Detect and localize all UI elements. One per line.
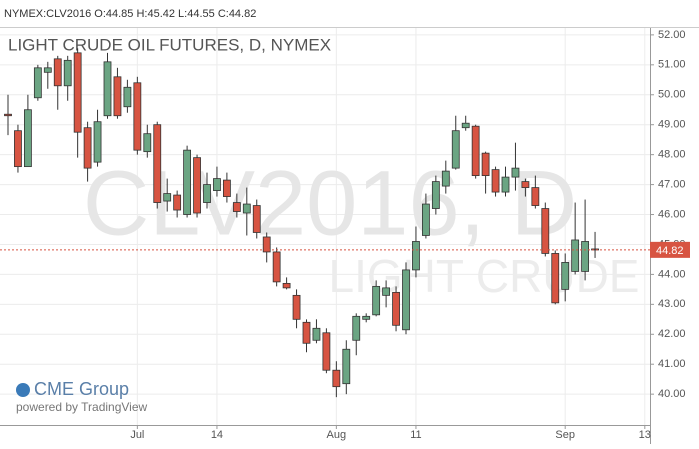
y-tick-label: 43.00 — [658, 298, 686, 310]
candle-body — [521, 181, 530, 188]
candle-body — [312, 327, 321, 341]
y-tick-label: 41.00 — [658, 358, 686, 370]
candle-body — [501, 176, 510, 193]
last-price-box — [650, 241, 690, 258]
candle-body — [33, 67, 42, 99]
y-tick-label: 51.00 — [658, 59, 686, 71]
candle-body — [551, 253, 560, 304]
candle-body — [421, 203, 430, 236]
candle-body — [372, 285, 381, 316]
candle-body — [133, 82, 142, 151]
candle-body — [382, 287, 391, 296]
candle-body — [491, 169, 500, 193]
candle-body — [471, 125, 480, 177]
y-tick-label: 46.00 — [658, 208, 686, 220]
candle-body — [581, 241, 589, 272]
candle-body — [63, 59, 72, 87]
candle-body — [93, 121, 102, 163]
candle-body — [292, 294, 301, 320]
candle-body — [242, 203, 251, 214]
candle-body — [322, 332, 331, 371]
candle-body — [103, 61, 112, 117]
candle-body — [561, 262, 570, 290]
candle-body — [262, 236, 271, 253]
candle-body — [342, 348, 351, 385]
candle-body — [481, 152, 490, 177]
candle-body — [153, 124, 162, 203]
candle-body — [362, 315, 371, 320]
candle-body — [392, 291, 400, 326]
candle-body — [252, 205, 261, 233]
credit: powered by TradingView — [16, 400, 148, 414]
y-tick-label: 42.00 — [658, 328, 686, 340]
candle-body — [402, 269, 410, 331]
chart-title: LIGHT CRUDE OIL FUTURES, D, NYMEX — [8, 35, 331, 54]
logo-icon — [16, 383, 30, 397]
candle-body — [232, 202, 241, 212]
candle-body — [123, 86, 132, 108]
y-tick-label: 52.00 — [658, 29, 686, 41]
x-tick-label: Aug — [327, 429, 347, 441]
x-tick-label: 13 — [639, 429, 651, 441]
candle-body — [14, 130, 22, 168]
candle-body — [222, 179, 231, 197]
x-tick-label: 14 — [211, 429, 223, 441]
candle-body — [302, 321, 311, 344]
candle-body — [4, 113, 12, 117]
logo: CME Group powered by TradingView — [16, 379, 148, 414]
x-tick-label: Sep — [555, 429, 575, 441]
x-tick-label: Jul — [130, 429, 144, 441]
candle-body — [451, 130, 460, 169]
y-tick-label: 48.00 — [658, 149, 686, 161]
candle-body — [531, 187, 540, 206]
candle-body — [352, 315, 361, 341]
x-tick-label: 11 — [410, 429, 421, 441]
y-tick-label: 49.00 — [658, 119, 686, 131]
candle-body — [591, 248, 599, 251]
candle-body — [332, 369, 341, 388]
candle-body — [143, 133, 152, 153]
candle-body — [203, 184, 211, 203]
candle-body — [461, 122, 470, 129]
candle-body — [43, 67, 52, 73]
candle-body — [163, 193, 172, 202]
candle-body — [412, 241, 420, 271]
candle-body — [173, 194, 182, 211]
candle-body — [83, 127, 92, 169]
y-tick-label: 47.00 — [658, 178, 686, 190]
last-price-label: 44.82 — [656, 245, 684, 257]
y-tick-label: 44.00 — [658, 268, 686, 280]
candle-body — [541, 208, 550, 254]
grid — [0, 28, 650, 425]
candle-body — [23, 109, 32, 168]
candle-body — [193, 157, 201, 214]
candle-body — [113, 76, 122, 117]
candle-body — [441, 170, 450, 187]
logo-text: CME Group — [34, 379, 129, 399]
candle-body — [213, 178, 221, 191]
candles — [4, 48, 599, 398]
y-tick-label: 40.00 — [658, 388, 686, 400]
y-tick-label: 50.00 — [658, 89, 686, 101]
candle-body — [53, 58, 62, 87]
candle-body — [511, 167, 520, 178]
candle-body — [183, 149, 192, 215]
candle-body — [272, 251, 281, 283]
candle-body — [73, 52, 82, 133]
header: NYMEX:CLV2016 O:44.85 H:45.42 L:44.55 C:… — [4, 8, 256, 20]
candle-body — [571, 239, 580, 272]
candle-body — [431, 181, 440, 209]
candle-body — [282, 282, 291, 289]
